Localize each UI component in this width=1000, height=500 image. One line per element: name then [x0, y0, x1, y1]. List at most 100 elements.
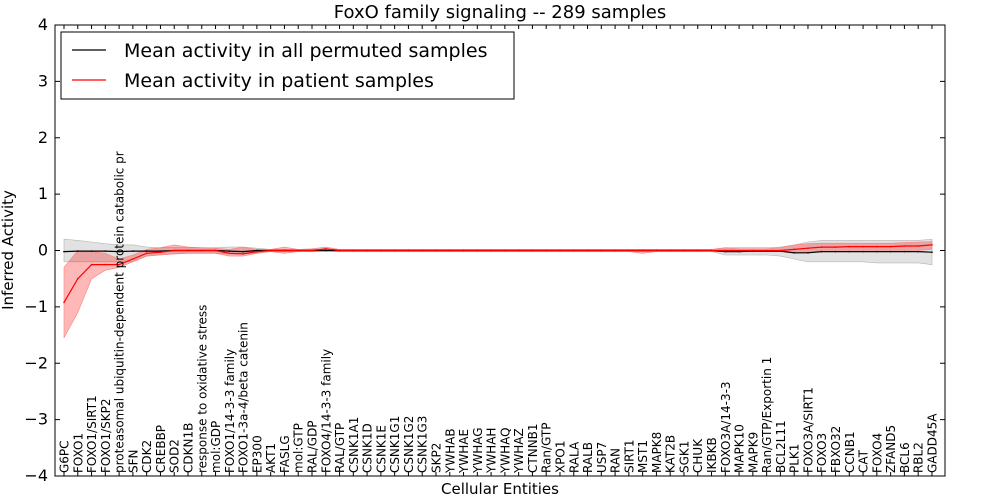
legend-label-permuted: Mean activity in all permuted samples — [124, 40, 487, 62]
data-point-patient — [242, 253, 244, 255]
data-point-patient — [600, 249, 603, 252]
data-point-patient — [449, 249, 451, 252]
data-point-patient — [628, 249, 630, 252]
data-point-permuted — [145, 250, 148, 252]
x-tick-label: USP7 — [595, 442, 609, 473]
data-point-permuted — [917, 250, 919, 253]
data-point-patient — [407, 249, 410, 252]
data-point-patient — [710, 249, 713, 252]
data-point-patient — [876, 245, 878, 248]
x-tick-label: FOXO4/14-3-3 family — [319, 349, 333, 473]
x-tick-label: CSNK1G1 — [388, 416, 402, 473]
data-point-permuted — [738, 250, 740, 253]
y-tick-label: 4 — [38, 15, 48, 34]
y-axis: −4 −3 −2 −1 0 1 2 3 4 — [24, 15, 945, 485]
data-point-patient — [614, 249, 616, 252]
x-tick-label: FOXO1/SIRT1 — [85, 395, 99, 473]
series-line-patient — [63, 244, 933, 303]
x-tick-label: CDKN1B — [182, 423, 196, 473]
x-tick-label: RALA — [567, 441, 581, 473]
data-point-patient — [669, 249, 671, 252]
x-tick-label: FOXO3A/14-3-3 — [719, 381, 733, 473]
data-point-patient — [201, 249, 203, 252]
data-point-permuted — [848, 250, 851, 253]
data-point-patient — [807, 247, 809, 249]
data-point-patient — [931, 244, 933, 246]
data-point-permuted — [862, 250, 864, 253]
x-tick-label: CREBBP — [154, 425, 168, 473]
data-point-patient — [159, 251, 162, 253]
data-point-patient — [834, 246, 837, 248]
x-tick-label: CAT — [857, 449, 871, 473]
data-point-patient — [641, 249, 644, 252]
x-tick-label: FOXO1/14-3-3 family — [223, 349, 237, 473]
x-tick-label: MST1 — [636, 440, 650, 473]
x-tick-label: PLK1 — [788, 444, 802, 473]
x-tick-label: GADD45A — [926, 413, 940, 473]
data-point-permuted — [834, 250, 837, 253]
data-point-patient — [256, 250, 258, 253]
data-point-patient — [545, 249, 547, 252]
data-point-patient — [77, 277, 79, 280]
y-tick-label: 1 — [38, 184, 48, 203]
legend-label-patient: Mean activity in patient samples — [124, 70, 434, 92]
y-tick-label: −4 — [24, 466, 48, 485]
x-tick-label: CHUK — [691, 438, 705, 473]
x-tick-label: SOD2 — [168, 439, 182, 473]
data-point-patient — [683, 249, 685, 252]
x-tick-label: response to oxidative stress — [195, 305, 209, 473]
x-tick-label: Ran/GTP — [540, 422, 554, 473]
data-point-patient — [63, 301, 65, 304]
x-tick-label: SGK1 — [678, 441, 692, 473]
x-tick-label: SFN — [126, 450, 140, 474]
x-tick-label: FOXO1/SKP2 — [99, 398, 113, 473]
x-tick-label: SIRT1 — [622, 439, 636, 473]
data-point-patient — [779, 249, 782, 252]
series-lines — [63, 244, 933, 304]
data-point-patient — [421, 249, 424, 252]
x-tick-label: FOXO4 — [870, 433, 884, 473]
data-point-permuted — [876, 250, 878, 253]
data-point-patient — [173, 249, 175, 252]
data-point-permuted — [242, 250, 244, 253]
data-point-patient — [283, 249, 286, 252]
y-tick-label: −1 — [24, 297, 48, 316]
data-point-patient — [187, 249, 189, 252]
data-point-permuted — [118, 250, 120, 253]
data-point-patient — [228, 252, 231, 255]
data-point-permuted — [132, 250, 134, 252]
y-tick-label: 3 — [38, 71, 48, 90]
x-tick-label: BCL2L11 — [774, 420, 788, 473]
data-point-patient — [889, 245, 892, 248]
data-point-patient — [903, 245, 906, 247]
data-point-patient — [366, 249, 368, 252]
data-point-patient — [586, 249, 589, 252]
data-point-patient — [338, 249, 341, 252]
data-point-permuted — [793, 252, 795, 254]
x-tick-label: IKBKB — [705, 437, 719, 473]
data-point-patient — [393, 249, 396, 252]
x-tick-label: YWHAE — [457, 429, 471, 474]
data-point-patient — [696, 249, 699, 252]
data-point-patient — [214, 249, 217, 252]
data-point-permuted — [807, 252, 809, 254]
data-point-permuted — [889, 250, 892, 253]
x-tick-label: YWHAB — [443, 428, 457, 474]
data-point-patient — [145, 252, 148, 255]
data-point-patient — [655, 249, 658, 252]
x-tick-label: CDK2 — [140, 440, 154, 473]
x-tick-label: RBL2 — [912, 442, 926, 473]
data-point-patient — [325, 248, 327, 250]
y-tick-label: −3 — [24, 410, 48, 429]
data-point-patient — [462, 249, 465, 252]
x-tick-label: YWHAZ — [512, 428, 526, 474]
x-tick-label: CSNK1A1 — [347, 417, 361, 473]
x-tick-label: RALB — [581, 442, 595, 473]
data-point-patient — [118, 263, 120, 266]
data-point-permuted — [90, 250, 93, 252]
x-axis: G6PC FOXO1 FOXO1/SIRT1 FOXO1/SKP2 proteasoma… — [58, 25, 940, 476]
x-tick-label: FASLG — [278, 435, 292, 473]
data-point-patient — [724, 249, 727, 252]
data-point-permuted — [256, 249, 258, 252]
data-point-permuted — [159, 250, 162, 252]
